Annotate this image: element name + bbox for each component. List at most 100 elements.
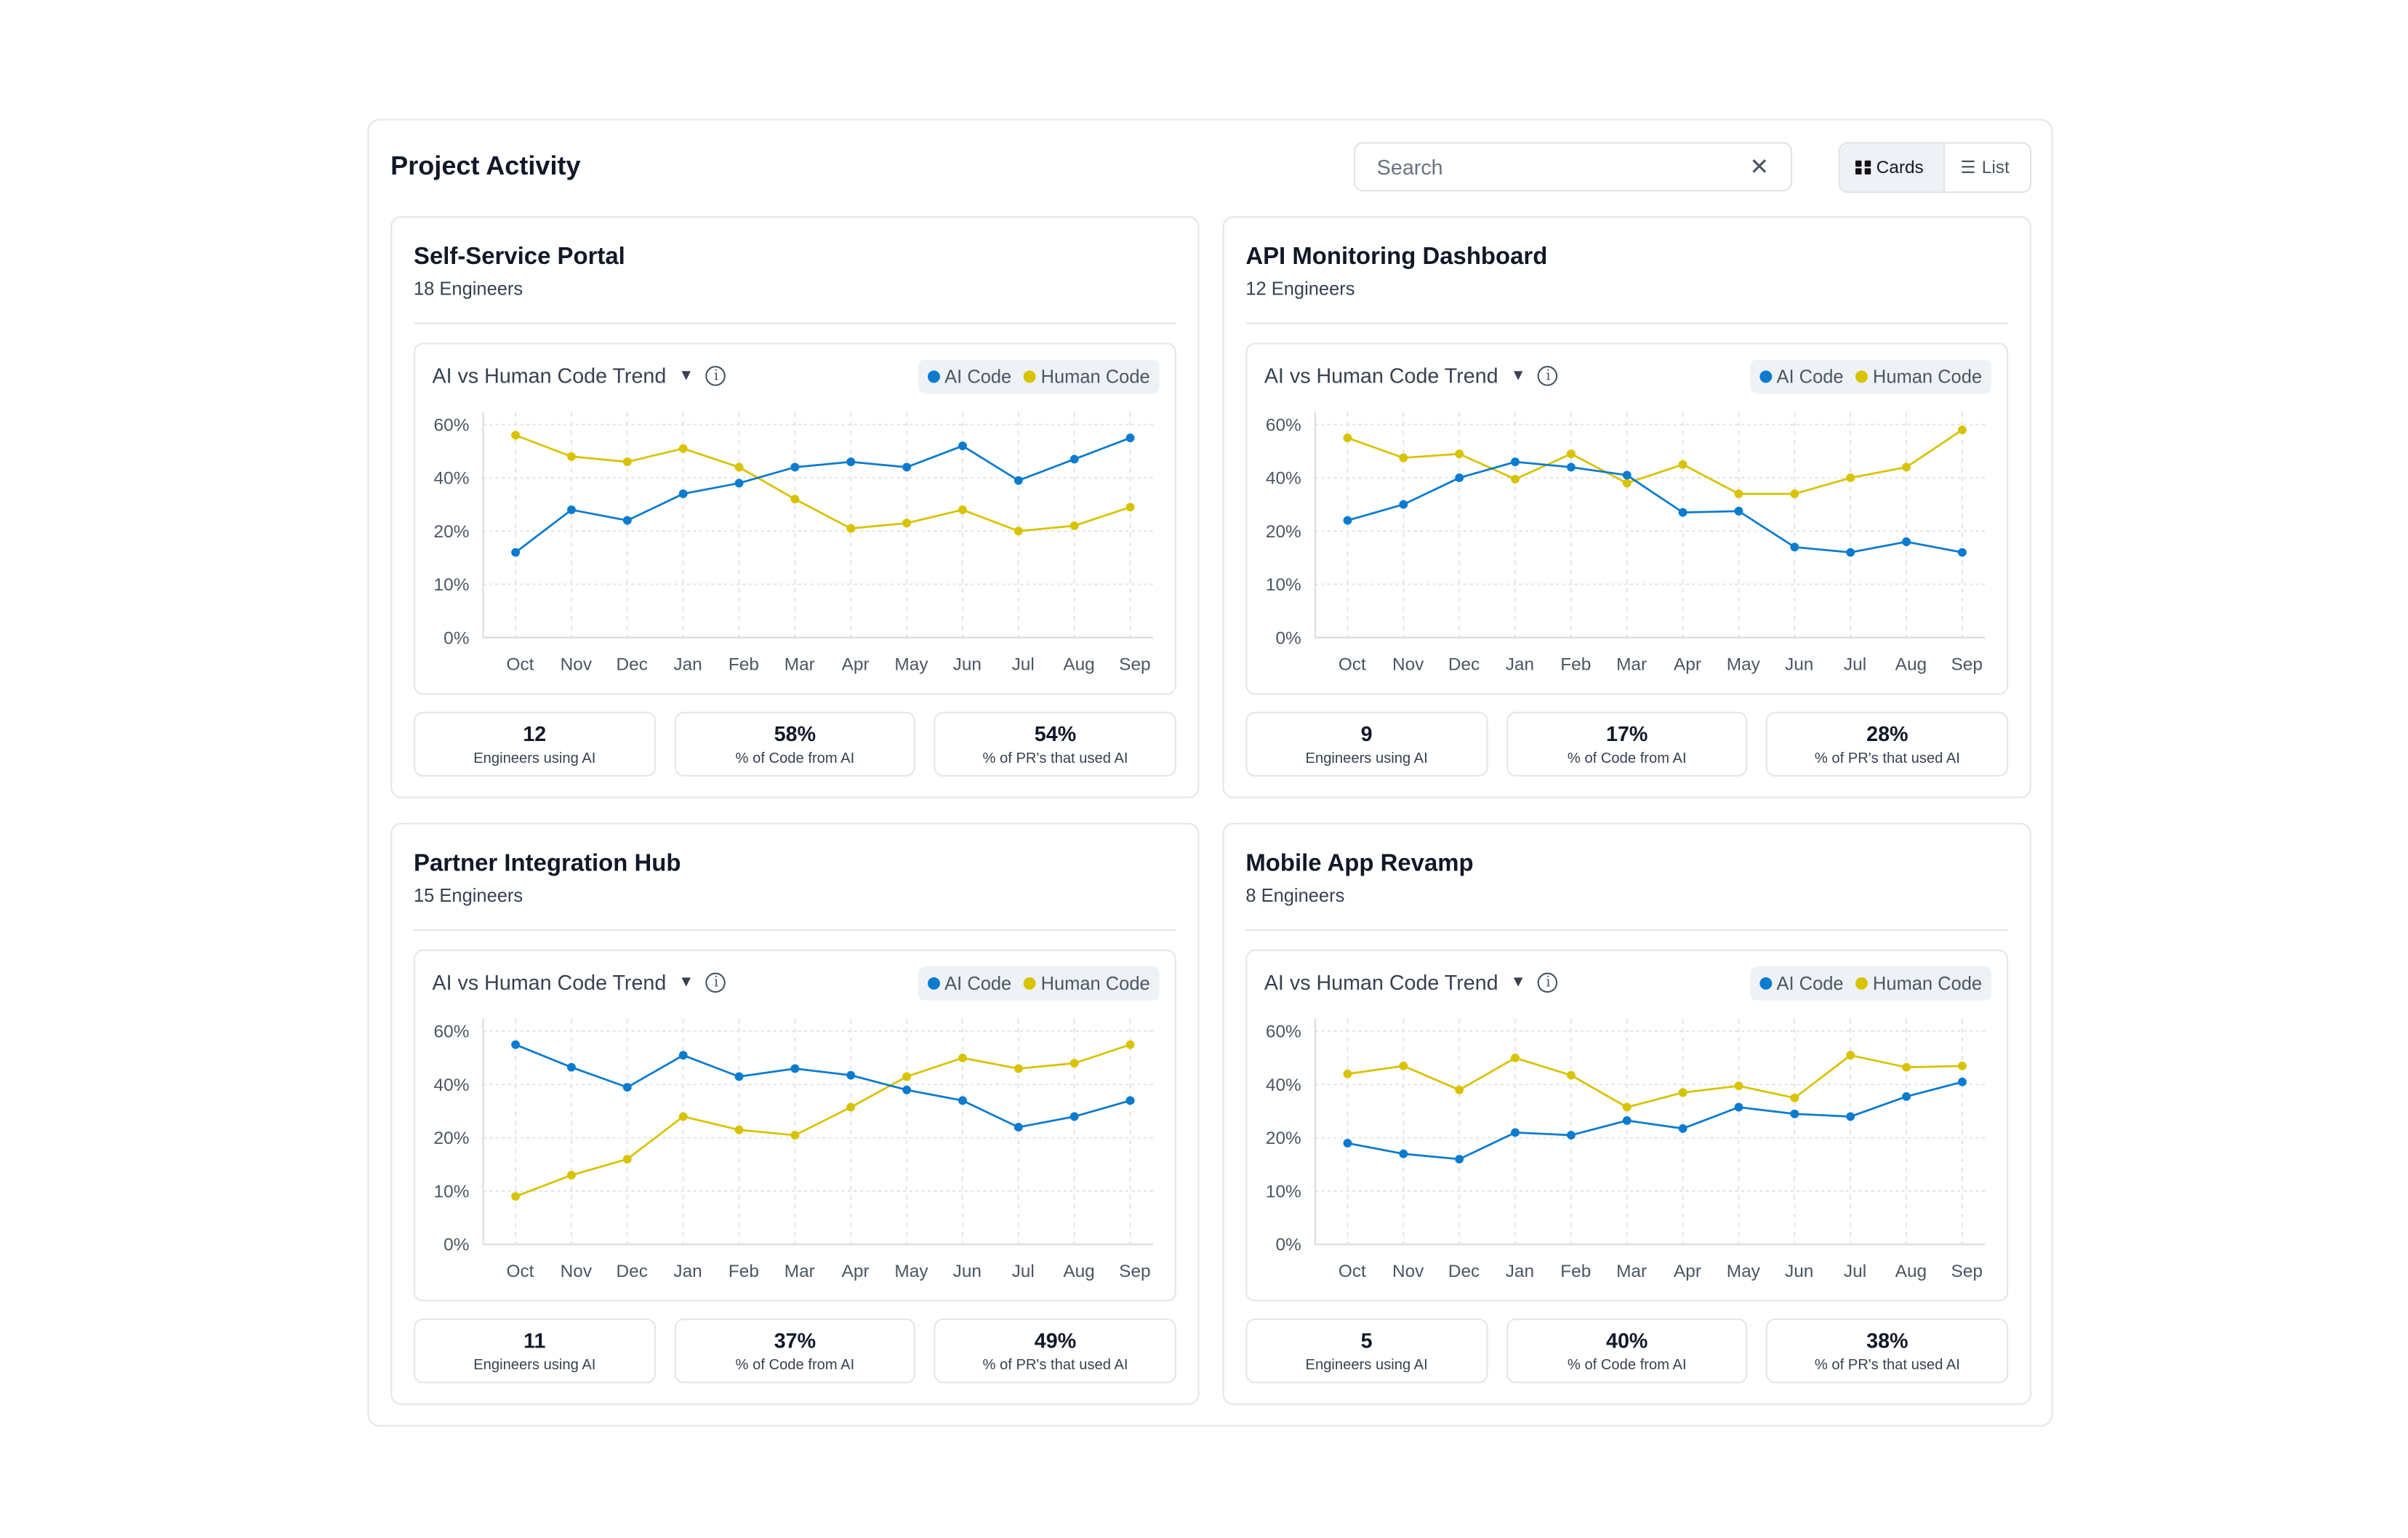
- info-icon[interactable]: i: [706, 972, 726, 993]
- data-point-ai[interactable]: [567, 505, 576, 514]
- data-point-human[interactable]: [622, 457, 632, 467]
- data-point-human[interactable]: [1511, 474, 1520, 484]
- caret-down-icon[interactable]: ▼: [678, 974, 694, 992]
- data-point-ai[interactable]: [1622, 470, 1632, 480]
- data-point-human[interactable]: [958, 505, 967, 514]
- data-point-human[interactable]: [1846, 473, 1855, 483]
- project-card[interactable]: Mobile App Revamp 8 Engineers Oct Nov Dec J…: [1222, 822, 2031, 1406]
- data-point-ai[interactable]: [1125, 433, 1135, 443]
- data-point-ai[interactable]: [958, 1096, 967, 1105]
- data-point-ai[interactable]: [511, 548, 521, 557]
- data-point-human[interactable]: [622, 1155, 632, 1163]
- data-point-human[interactable]: [1566, 449, 1576, 459]
- data-point-human[interactable]: [958, 1053, 967, 1062]
- data-point-human[interactable]: [902, 1072, 912, 1081]
- data-point-human[interactable]: [1566, 1070, 1576, 1080]
- data-point-ai[interactable]: [1790, 1109, 1799, 1118]
- project-card[interactable]: Self-Service Portal 18 Engineers Oct Nov D…: [390, 216, 1200, 798]
- data-point-human[interactable]: [1622, 478, 1632, 488]
- data-point-ai[interactable]: [622, 1083, 632, 1092]
- data-point-human[interactable]: [1069, 1059, 1079, 1068]
- data-point-ai[interactable]: [1455, 473, 1464, 483]
- data-point-human[interactable]: [1957, 1061, 1967, 1070]
- data-point-ai[interactable]: [1566, 1131, 1576, 1140]
- caret-down-icon[interactable]: ▼: [1510, 974, 1526, 992]
- data-point-ai[interactable]: [1399, 500, 1408, 509]
- data-point-human[interactable]: [790, 494, 800, 504]
- data-point-human[interactable]: [1014, 526, 1023, 536]
- data-point-ai[interactable]: [1790, 542, 1799, 552]
- data-point-human[interactable]: [734, 462, 744, 472]
- project-card[interactable]: API Monitoring Dashboard 12 Engineers Oc…: [1222, 216, 2031, 798]
- data-point-ai[interactable]: [567, 1062, 576, 1072]
- data-point-human[interactable]: [678, 444, 688, 453]
- data-point-ai[interactable]: [1734, 506, 1743, 516]
- data-point-human[interactable]: [790, 1131, 800, 1140]
- data-point-human[interactable]: [1678, 460, 1687, 469]
- data-point-ai[interactable]: [1846, 548, 1855, 557]
- data-point-ai[interactable]: [846, 1070, 856, 1080]
- data-point-human[interactable]: [1455, 449, 1464, 459]
- search-input[interactable]: Search ✕: [1353, 142, 1792, 192]
- data-point-ai[interactable]: [678, 489, 688, 499]
- caret-down-icon[interactable]: ▼: [678, 367, 694, 385]
- data-point-ai[interactable]: [790, 1064, 800, 1073]
- data-point-human[interactable]: [567, 1171, 576, 1179]
- data-point-human[interactable]: [1069, 521, 1079, 530]
- data-point-human[interactable]: [1014, 1064, 1023, 1073]
- data-point-human[interactable]: [1455, 1085, 1464, 1094]
- data-point-ai[interactable]: [790, 462, 800, 472]
- data-point-ai[interactable]: [1455, 1155, 1464, 1163]
- data-point-ai[interactable]: [1734, 1102, 1743, 1112]
- project-card[interactable]: Partner Integration Hub 15 Engineers Oct…: [390, 822, 1200, 1406]
- list-view-button[interactable]: ☰ List: [1945, 143, 2025, 191]
- data-point-human[interactable]: [1734, 1081, 1743, 1091]
- data-point-ai[interactable]: [1902, 537, 1911, 546]
- data-point-human[interactable]: [1678, 1088, 1687, 1097]
- data-point-human[interactable]: [1846, 1051, 1855, 1060]
- data-point-ai[interactable]: [1566, 462, 1576, 472]
- data-point-ai[interactable]: [678, 1051, 688, 1060]
- data-point-ai[interactable]: [1902, 1092, 1911, 1101]
- data-point-ai[interactable]: [1957, 1077, 1967, 1086]
- data-point-ai[interactable]: [1511, 1128, 1520, 1137]
- data-point-human[interactable]: [1734, 489, 1743, 499]
- data-point-human[interactable]: [1957, 425, 1967, 435]
- data-point-ai[interactable]: [511, 1040, 521, 1049]
- data-point-human[interactable]: [567, 452, 576, 461]
- data-point-ai[interactable]: [1014, 1123, 1023, 1132]
- data-point-human[interactable]: [1622, 1102, 1632, 1112]
- data-point-human[interactable]: [1343, 1069, 1352, 1078]
- data-point-ai[interactable]: [1343, 516, 1352, 525]
- data-point-human[interactable]: [1790, 489, 1799, 499]
- data-point-human[interactable]: [1902, 1062, 1911, 1072]
- data-point-human[interactable]: [1399, 1061, 1408, 1070]
- chart-selector[interactable]: AI vs Human Code Trend ▼ i: [1264, 971, 1559, 994]
- data-point-human[interactable]: [1125, 1040, 1135, 1049]
- data-point-ai[interactable]: [1511, 457, 1520, 467]
- data-point-ai[interactable]: [1014, 476, 1023, 485]
- data-point-ai[interactable]: [902, 462, 912, 472]
- data-point-human[interactable]: [1125, 502, 1135, 512]
- caret-down-icon[interactable]: ▼: [1510, 367, 1526, 385]
- data-point-human[interactable]: [902, 518, 912, 528]
- data-point-human[interactable]: [1790, 1093, 1799, 1102]
- chart-selector[interactable]: AI vs Human Code Trend ▼ i: [1264, 364, 1559, 388]
- data-point-human[interactable]: [1511, 1053, 1520, 1062]
- data-point-ai[interactable]: [1846, 1112, 1855, 1121]
- data-point-ai[interactable]: [1069, 1112, 1079, 1121]
- data-point-ai[interactable]: [622, 516, 632, 525]
- data-point-human[interactable]: [678, 1112, 688, 1121]
- clear-search-icon[interactable]: ✕: [1749, 154, 1770, 181]
- data-point-human[interactable]: [1902, 462, 1911, 472]
- data-point-ai[interactable]: [734, 478, 744, 488]
- data-point-ai[interactable]: [1678, 1124, 1687, 1133]
- data-point-ai[interactable]: [1622, 1116, 1632, 1125]
- chart-selector[interactable]: AI vs Human Code Trend ▼ i: [432, 364, 726, 388]
- data-point-ai[interactable]: [1343, 1139, 1352, 1148]
- data-point-ai[interactable]: [846, 457, 856, 467]
- chart-selector[interactable]: AI vs Human Code Trend ▼ i: [432, 971, 726, 994]
- data-point-ai[interactable]: [902, 1085, 912, 1094]
- data-point-human[interactable]: [511, 1192, 521, 1201]
- data-point-human[interactable]: [1399, 453, 1408, 462]
